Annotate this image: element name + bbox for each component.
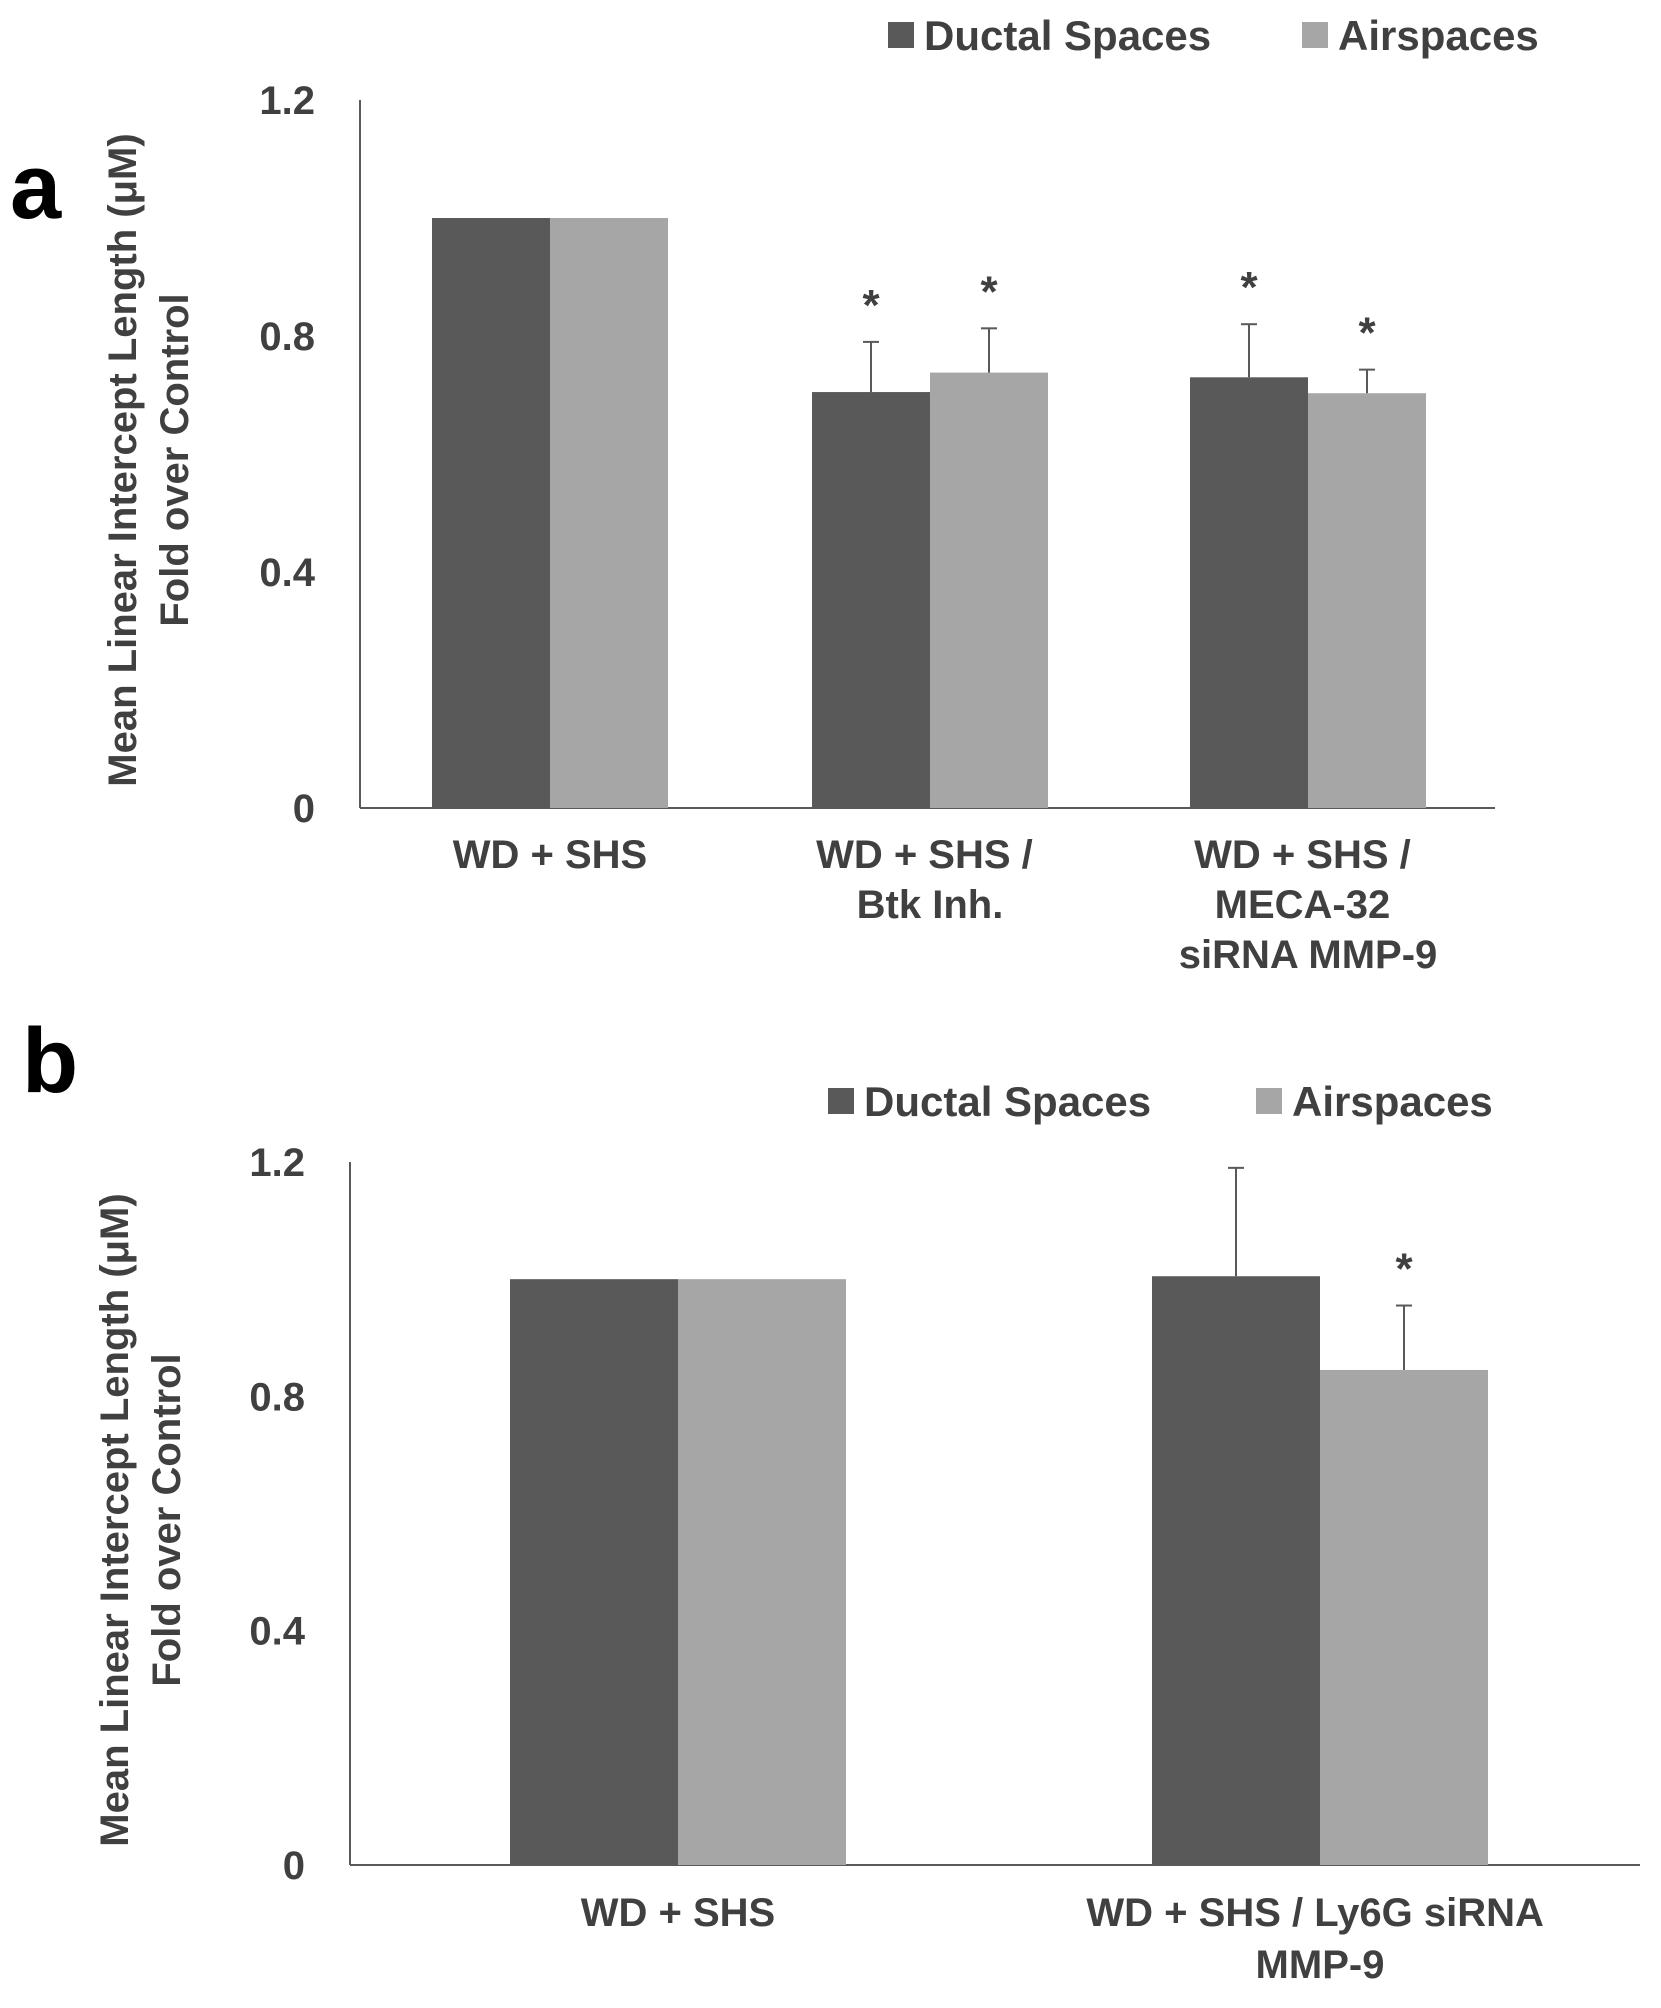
significance-star: *: [862, 281, 880, 330]
y-tick-label: 1.2: [259, 79, 315, 123]
y-tick-label: 0: [283, 1844, 305, 1888]
bar-airspaces: [1320, 1369, 1488, 1865]
legend-label-ductal-spaces: Ductal Spaces: [864, 1078, 1151, 1125]
category-label: WD + SHS / Ly6G siRNA MMP-9: [1086, 1891, 1553, 1987]
y-tick-label: 0.8: [249, 1375, 305, 1419]
panel-a-y-axis-title: Mean Linear Intercept Length (μM) Fold o…: [101, 133, 197, 786]
category-label: WD + SHS: [453, 833, 647, 877]
legend-label-airspaces: Airspaces: [1292, 1078, 1493, 1125]
category-label: WD + SHS / MECA-32 siRNA MMP-9: [1179, 833, 1438, 977]
y-axis-title-line-2: Fold over Control: [153, 293, 197, 626]
panel-b-y-ticks: 0 0.4 0.8 1.2: [249, 1141, 305, 1888]
panel-a-y-ticks: 0 0.4 0.8 1.2: [259, 79, 315, 831]
bar-ductal-spaces: [1152, 1276, 1320, 1865]
y-tick-label: 1.2: [249, 1141, 305, 1185]
legend-swatch-ductal-spaces: [888, 22, 914, 48]
y-axis-title-line-2: Fold over Control: [145, 1353, 189, 1686]
bar-ductal-spaces: [432, 218, 550, 808]
bar-airspaces: [678, 1279, 846, 1865]
bar-airspaces: [1308, 393, 1426, 808]
legend-swatch-airspaces: [1256, 1088, 1282, 1114]
category-label: WD + SHS: [581, 1891, 775, 1935]
legend-swatch-airspaces: [1302, 22, 1328, 48]
bar-airspaces: [550, 218, 668, 808]
legend-label-airspaces: Airspaces: [1338, 12, 1539, 59]
significance-star: *: [1395, 1245, 1413, 1294]
significance-star: *: [980, 267, 998, 316]
significance-star: *: [1240, 263, 1258, 312]
panel-a-bars: * * * *: [432, 218, 1426, 808]
legend-label-ductal-spaces: Ductal Spaces: [924, 12, 1211, 59]
panel-a-x-categories: WD + SHS WD + SHS / Btk Inh. WD + SHS / …: [453, 833, 1438, 977]
category-label: WD + SHS / Btk Inh.: [816, 833, 1044, 927]
panel-b-x-categories: WD + SHS WD + SHS / Ly6G siRNA MMP-9: [581, 1891, 1553, 1987]
legend-swatch-ductal-spaces: [828, 1088, 854, 1114]
bar-ductal-spaces: [1190, 377, 1308, 808]
bar-airspaces: [930, 372, 1048, 808]
y-tick-label: 0: [293, 787, 315, 831]
bar-ductal-spaces: [812, 392, 930, 808]
bar-ductal-spaces: [510, 1279, 678, 1865]
panel-b-bars: *: [510, 1166, 1488, 1865]
panel-b-y-axis-title: Mean Linear Intercept Length (μM) Fold o…: [93, 1193, 189, 1846]
y-axis-title-line-1: Mean Linear Intercept Length (μM): [93, 1193, 137, 1846]
panel-a-chart: a Ductal Spaces Airspaces Mean Linear In…: [10, 12, 1539, 977]
panel-b-legend: Ductal Spaces Airspaces: [828, 1078, 1493, 1125]
significance-star: *: [1358, 309, 1376, 358]
panel-a-letter: a: [10, 136, 62, 238]
y-tick-label: 0.4: [259, 551, 315, 595]
y-tick-label: 0.8: [259, 315, 315, 359]
panel-b-letter: b: [22, 1010, 78, 1112]
y-tick-label: 0.4: [249, 1610, 305, 1654]
y-axis-title-line-1: Mean Linear Intercept Length (μM): [101, 133, 145, 786]
panel-a-legend: Ductal Spaces Airspaces: [888, 12, 1539, 59]
panel-b-chart: b Ductal Spaces Airspaces Mean Linear In…: [22, 1010, 1640, 1987]
